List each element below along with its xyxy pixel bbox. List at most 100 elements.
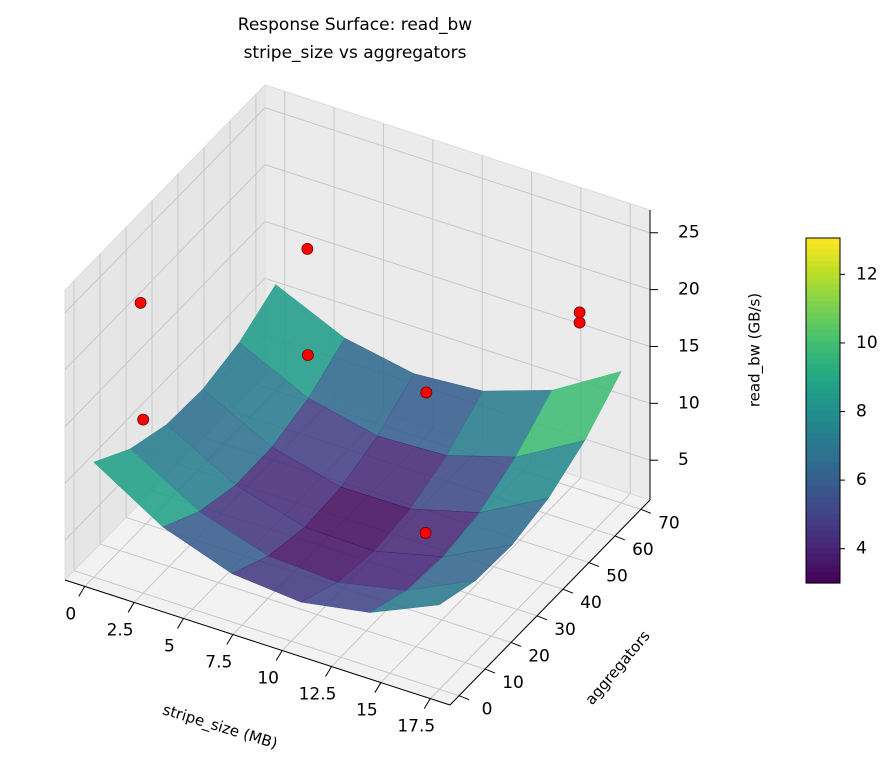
grid-line	[64, 164, 266, 370]
colorbar-cell	[806, 324, 840, 331]
colorbar-cell	[806, 284, 840, 291]
data-point	[301, 243, 314, 255]
colorbar-cell	[806, 376, 840, 383]
y-tick	[484, 668, 496, 674]
colorbar-cell	[806, 341, 840, 348]
data-point	[134, 296, 147, 309]
colorbar-cell	[806, 353, 840, 360]
colorbar-cell	[806, 577, 840, 584]
grid-line	[264, 107, 651, 234]
colorbar-cell	[806, 301, 840, 308]
y-tick-label: 70	[658, 513, 680, 533]
y-tick	[640, 508, 652, 514]
data-point	[573, 306, 586, 319]
colorbar-cell	[806, 278, 840, 285]
colorbar-cell	[806, 485, 840, 492]
grid-line	[64, 277, 266, 484]
colorbar-tick-label: 6	[856, 470, 867, 490]
axis-line	[64, 579, 451, 706]
y-tick-label: 50	[606, 567, 628, 587]
colorbar-tick-label: 4	[856, 539, 867, 559]
colorbar-tick-label: 10	[856, 333, 878, 353]
y-tick	[562, 588, 574, 594]
chart-title: Response Surface: read_bw	[238, 15, 473, 35]
colorbar-cell	[806, 387, 840, 394]
grid-line	[73, 570, 460, 697]
x-tick-label: 17.5	[397, 717, 435, 737]
colorbar-cell	[806, 496, 840, 504]
colorbar-frame	[805, 237, 841, 584]
colorbar-cell	[806, 318, 840, 325]
colorbar-cell	[806, 249, 840, 256]
y-tick-label: 10	[502, 673, 524, 693]
x-tick	[226, 634, 234, 645]
colorbar-cell	[806, 468, 840, 475]
x-axis-label: stripe_size (MB)	[160, 701, 279, 754]
colorbar-cell	[806, 462, 840, 469]
colorbar-cell	[806, 272, 840, 279]
colorbar-cell	[806, 255, 840, 262]
grid-line	[64, 221, 266, 427]
colorbar-cell	[806, 295, 840, 302]
y-tick-label: 30	[554, 620, 576, 640]
data-point	[420, 386, 433, 399]
chart-subtitle: stripe_size vs aggregators	[244, 43, 467, 63]
colorbar-cell	[806, 514, 840, 521]
colorbar-cell	[806, 502, 840, 509]
colorbar-cell	[806, 312, 840, 320]
colorbar-cell	[806, 393, 840, 400]
grid-line	[99, 543, 486, 670]
z-tick-label: 20	[678, 280, 700, 300]
colorbar-cell	[806, 491, 840, 498]
z-tick-label: 5	[678, 450, 689, 470]
colorbar-cell	[806, 571, 840, 578]
grid-line	[429, 493, 631, 699]
x-tick	[177, 618, 184, 629]
x-tick	[325, 666, 332, 677]
z-axis-label: read_bw (GB/s)	[746, 293, 765, 407]
colorbar-tick-label: 12	[856, 264, 878, 284]
x-tick-label: 12.5	[299, 685, 337, 705]
x-tick-label: 2.5	[107, 620, 134, 640]
y-tick	[510, 641, 522, 647]
x-tick	[423, 698, 431, 709]
y-axis-label: aggregators	[581, 627, 653, 708]
colorbar-cell	[806, 289, 840, 297]
y-tick-label: 20	[528, 646, 550, 666]
y-tick-label: 40	[580, 593, 602, 613]
colorbar-tick-label: 8	[856, 402, 867, 422]
data-point	[137, 413, 150, 426]
x-tick	[275, 650, 283, 661]
colorbar-cell	[806, 410, 840, 417]
y-tick	[458, 695, 470, 701]
colorbar-cell	[806, 266, 840, 274]
z-tick-label: 25	[678, 223, 700, 243]
colorbar-cell	[806, 548, 840, 555]
colorbar-cell	[806, 347, 840, 354]
z-tick-label: 10	[678, 393, 700, 413]
y-tick	[536, 615, 548, 621]
colorbar-cell	[806, 243, 840, 251]
data-point	[573, 316, 586, 329]
colorbar-cell	[806, 427, 840, 435]
x-tick-label: 10	[257, 669, 279, 689]
x-tick-label: 0	[65, 604, 76, 624]
colorbar-cell	[806, 560, 840, 567]
x-tick	[78, 586, 86, 597]
colorbar-cell	[806, 238, 840, 245]
y-tick	[614, 535, 626, 541]
colorbar-cell	[806, 358, 840, 366]
colorbar-cell	[806, 422, 840, 429]
colorbar-cell	[806, 445, 840, 452]
colorbar-cell	[806, 330, 840, 337]
colorbar-cell	[806, 364, 840, 371]
colorbar-cell	[806, 433, 840, 440]
colorbar-cell	[806, 404, 840, 412]
x-tick-label: 7.5	[205, 652, 232, 672]
colorbar-cell	[806, 537, 840, 544]
surface-patch	[370, 580, 476, 613]
x-tick-label: 15	[356, 701, 378, 721]
colorbar-cell	[806, 307, 840, 314]
y-tick-label: 0	[482, 700, 493, 720]
